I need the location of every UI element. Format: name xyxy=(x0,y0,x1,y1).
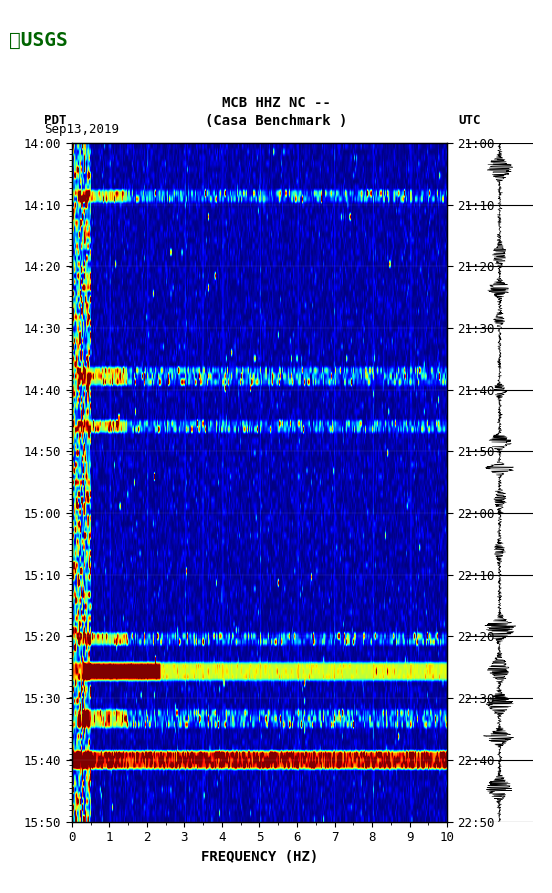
Text: MCB HHZ NC --: MCB HHZ NC -- xyxy=(221,96,331,110)
X-axis label: FREQUENCY (HZ): FREQUENCY (HZ) xyxy=(201,850,318,864)
Text: PDT: PDT xyxy=(44,114,67,127)
Text: (Casa Benchmark ): (Casa Benchmark ) xyxy=(205,113,347,128)
Text: UTC: UTC xyxy=(458,114,481,127)
Text: ⊿USGS: ⊿USGS xyxy=(9,30,67,50)
Text: Sep13,2019: Sep13,2019 xyxy=(44,123,119,136)
